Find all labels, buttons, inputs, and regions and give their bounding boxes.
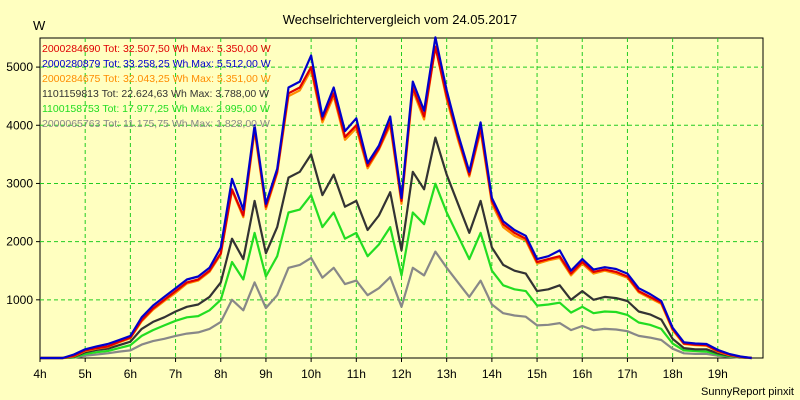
series-line-1	[40, 36, 752, 360]
x-tick-label: 9h	[259, 367, 272, 381]
x-tick-label: 11h	[347, 367, 366, 381]
y-tick-label: 1000	[6, 293, 33, 307]
x-tick-label: 13h	[437, 367, 457, 381]
x-tick-label: 7h	[169, 367, 182, 381]
x-tick-label: 17h	[617, 367, 637, 381]
x-tick-label: 6h	[124, 367, 137, 381]
legend-entry-4: 1100158753 Tot: 17.977,25 Wh Max: 2.995,…	[42, 103, 270, 115]
series-line-5	[40, 250, 752, 360]
series-line-0	[40, 45, 752, 360]
x-tick-label: 5h	[79, 367, 92, 381]
x-tick-label: 19h	[708, 367, 728, 381]
x-tick-label: 18h	[663, 367, 683, 381]
x-tick-label: 12h	[391, 367, 411, 381]
x-tick-label: 4h	[33, 367, 46, 381]
legend: 2000284690 Tot: 32.507,50 Wh Max: 5.350,…	[42, 43, 271, 130]
y-tick-label: 4000	[6, 118, 33, 132]
legend-entry-3: 1101159813 Tot: 22.624,63 Wh Max: 3.788,…	[42, 88, 269, 100]
y-tick-label: 3000	[6, 176, 33, 190]
y-tick-label: 5000	[6, 60, 33, 74]
legend-entry-0: 2000284690 Tot: 32.507,50 Wh Max: 5.350,…	[42, 43, 271, 55]
footer-credit: SunnyReport pinxit	[701, 386, 794, 398]
x-tick-label: 10h	[301, 367, 321, 381]
y-axis-unit-label: W	[33, 18, 46, 33]
x-tick-label: 14h	[482, 367, 502, 381]
y-tick-label: 2000	[6, 235, 33, 249]
legend-entry-1: 2000280879 Tot: 33.258,25 Wh Max: 5.512,…	[42, 58, 271, 70]
legend-entry-2: 2000284675 Tot: 32.043,25 Wh Max: 5.351,…	[42, 73, 271, 85]
series-lines	[40, 36, 752, 360]
x-axis-ticks: 4h 5h 6h 7h 8h 9h 10h 11h 12h 13h 14h 15h 16h 17h 18h 1…	[33, 358, 728, 381]
x-tick-label: 16h	[572, 367, 592, 381]
series-line-3	[40, 136, 752, 360]
chart-title: Wechselrichtervergleich vom 24.05.2017	[283, 12, 518, 27]
legend-entry-5: 2000065763 Tot: 11.175,75 Wh Max: 1.828,…	[42, 118, 270, 130]
x-tick-label: 8h	[214, 367, 227, 381]
grid-lines	[40, 38, 763, 358]
y-axis-ticks: 1000 2000 3000 4000 5000	[6, 60, 40, 307]
series-line-4	[40, 182, 752, 360]
x-tick-label: 15h	[527, 367, 547, 381]
